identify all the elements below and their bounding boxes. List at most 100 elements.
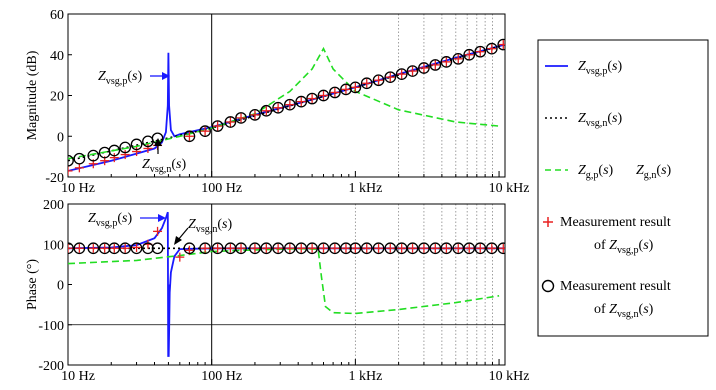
marker-circle bbox=[73, 242, 86, 255]
legend-prefix: of bbox=[594, 238, 609, 253]
label-paren: ( bbox=[607, 111, 612, 126]
label-paren: ) bbox=[181, 157, 186, 172]
marker-circle bbox=[474, 242, 487, 255]
y-tick-label: 40 bbox=[50, 49, 64, 64]
label-main: Z bbox=[188, 217, 196, 232]
label-var: s bbox=[122, 211, 128, 226]
marker-circle bbox=[317, 89, 330, 102]
marker-circle bbox=[440, 56, 453, 68]
label-paren: ( bbox=[607, 59, 612, 74]
marker-circle bbox=[329, 242, 341, 255]
label-subscript: vsg,n bbox=[586, 118, 608, 129]
y-tick-label: 60 bbox=[50, 8, 64, 23]
y-tick-label: -20 bbox=[45, 171, 64, 186]
marker-circle bbox=[384, 242, 397, 255]
x-tick-label: 1 kHz bbox=[348, 369, 382, 384]
x-tick-label: 10 Hz bbox=[61, 369, 95, 384]
marker-circle bbox=[68, 154, 74, 167]
label-subscript: vsg,p bbox=[106, 76, 128, 87]
label-subscript: g,n bbox=[644, 170, 657, 181]
marker-circle bbox=[452, 52, 465, 65]
label-var: s bbox=[661, 163, 667, 178]
legend-label: Zvsg,n(s) bbox=[578, 111, 622, 129]
label-var: s bbox=[132, 69, 138, 84]
y-tick-label: 0 bbox=[57, 130, 64, 145]
x-tick-label: 10 kHz bbox=[489, 181, 530, 196]
annotation-arrowhead bbox=[174, 236, 182, 245]
marker-circle bbox=[249, 242, 261, 255]
y-tick-label: -200 bbox=[38, 359, 64, 374]
marker-circle bbox=[474, 45, 487, 58]
label-var: s bbox=[222, 217, 228, 232]
marker-circle bbox=[224, 116, 237, 128]
marker-circle bbox=[440, 242, 453, 255]
label-main: Z bbox=[609, 302, 617, 317]
legend-item: Zg,p(s) Zg,n(s) bbox=[545, 163, 672, 181]
label-paren: ) bbox=[137, 69, 142, 84]
label-paren: ) bbox=[227, 217, 232, 232]
label-main: Z bbox=[578, 163, 586, 178]
y-tick-label: 200 bbox=[43, 198, 64, 213]
marker-circle bbox=[183, 242, 196, 255]
marker-circle bbox=[87, 242, 100, 255]
marker-circle bbox=[295, 95, 308, 108]
legend-label: Zvsg,p(s) bbox=[578, 59, 622, 77]
axes-frame bbox=[67, 13, 506, 178]
label-var: s bbox=[603, 163, 609, 178]
annotation-label: Zvsg,p(s) bbox=[98, 69, 142, 87]
marker-circle bbox=[199, 125, 211, 138]
annotation-arrowhead bbox=[162, 72, 170, 80]
marker-circle bbox=[418, 242, 430, 255]
marker-circle bbox=[463, 48, 476, 61]
label-subscript: vsg,n bbox=[196, 224, 218, 235]
marker-circle bbox=[260, 104, 273, 117]
marker-circle bbox=[372, 242, 385, 255]
marker-circle bbox=[108, 144, 121, 157]
x-tick-label: 10 Hz bbox=[61, 181, 95, 196]
label-subscript: g,p bbox=[586, 170, 599, 181]
panel-phase: -200 -100 0 100 200 10 Hz 100 Hz 1 kHz 10 kHz Pha… bbox=[25, 198, 529, 384]
label-var: s bbox=[612, 111, 618, 126]
label-paren: ) bbox=[617, 111, 622, 126]
x-tick-label: 1 kHz bbox=[348, 181, 382, 196]
label-paren: ( bbox=[639, 302, 644, 317]
marker-circle bbox=[306, 242, 318, 255]
label-subscript: vsg,n bbox=[150, 164, 172, 175]
label-subscript: vsg,p bbox=[586, 66, 608, 77]
annotation-arrowhead bbox=[158, 214, 166, 222]
label-paren: ( bbox=[217, 217, 222, 232]
label-main: Z bbox=[98, 69, 106, 84]
marker-circle bbox=[349, 242, 362, 255]
label-paren: ( bbox=[117, 211, 122, 226]
y-tick-label: 100 bbox=[43, 238, 64, 253]
x-tick-label: 100 Hz bbox=[201, 181, 242, 196]
marker-circle bbox=[211, 120, 224, 132]
legend-frame bbox=[537, 39, 709, 337]
marker-circle bbox=[272, 101, 284, 114]
label-main: Z bbox=[578, 111, 586, 126]
y-axis-label: Phase (°) bbox=[25, 259, 40, 310]
marker-circle bbox=[418, 62, 430, 74]
marker-circle bbox=[406, 242, 419, 255]
legend-label: of Zvsg,p(s) bbox=[594, 238, 654, 256]
marker-circle bbox=[360, 77, 373, 90]
marker-circle bbox=[119, 242, 132, 255]
legend-label: of Zvsg,n(s) bbox=[594, 302, 654, 320]
axes-frame bbox=[67, 203, 506, 366]
series-line bbox=[68, 211, 505, 357]
label-paren: ) bbox=[649, 302, 654, 317]
label-var: s bbox=[176, 157, 182, 172]
marker-circle bbox=[497, 38, 505, 51]
y-axis-label: Magnitude (dB) bbox=[25, 50, 40, 140]
marker-circle bbox=[249, 109, 261, 121]
marker-circle bbox=[151, 242, 164, 255]
label-subscript: vsg,n bbox=[617, 309, 639, 320]
annotation-label: Zvsg,n(s) bbox=[188, 217, 232, 235]
legend: Zvsg,p(s)Zvsg,n(s)Zg,p(s) Zg,n(s)Measurem… bbox=[537, 39, 709, 337]
legend-label: Zg,p(s) bbox=[578, 163, 614, 181]
label-paren: ( bbox=[171, 157, 176, 172]
label-paren: ( bbox=[656, 163, 661, 178]
marker-circle bbox=[349, 81, 362, 94]
legend-label: Zg,n(s) bbox=[636, 163, 672, 181]
